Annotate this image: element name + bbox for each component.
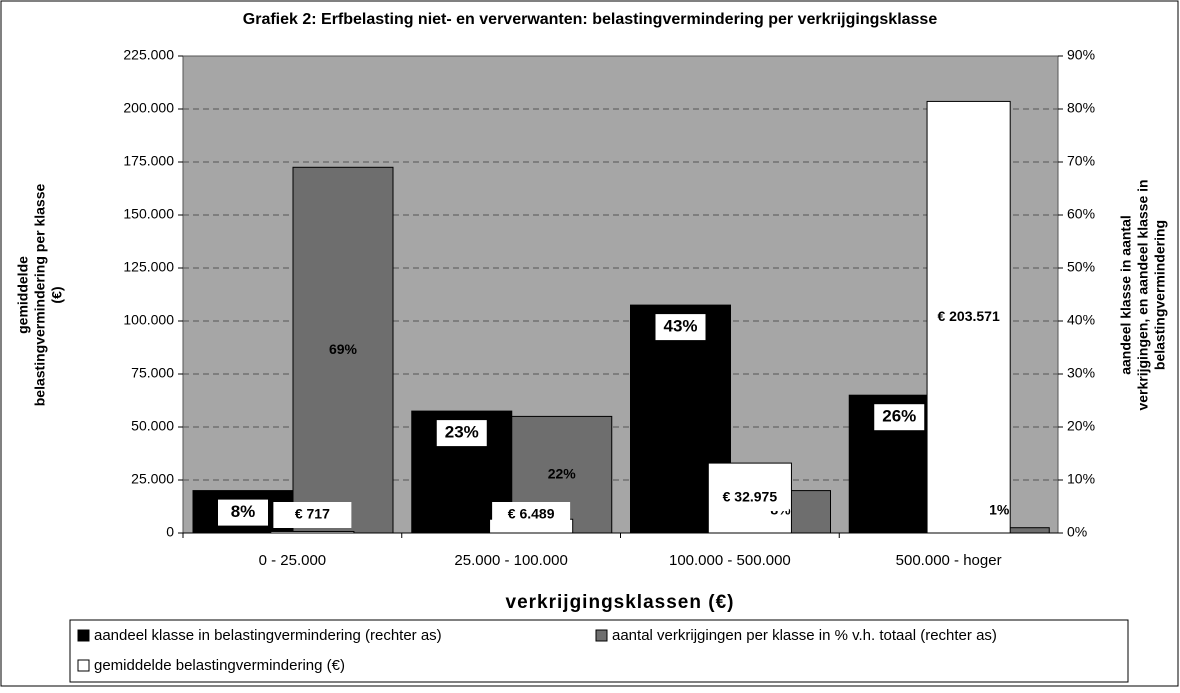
y2-tick-label: 40%: [1067, 312, 1095, 328]
value-label: € 32.975: [723, 489, 778, 505]
y2-tick-label: 20%: [1067, 418, 1095, 434]
y2-axis-title: belastingvermindering: [1152, 220, 1168, 370]
value-label-box: [710, 485, 789, 512]
x-tick-label: 0 - 25.000: [259, 552, 327, 569]
legend-swatch: [77, 629, 90, 642]
value-label-box: [218, 499, 268, 526]
y-tick-label: 100.000: [123, 312, 174, 328]
y-tick-label: 0: [166, 524, 174, 540]
x-tick-label: 500.000 - hoger: [896, 552, 1002, 569]
y2-tick-label: 70%: [1067, 153, 1095, 169]
y-axis-title: gemiddelde: [15, 256, 31, 334]
y2-axis-title: aandeel klasse in aantal: [1118, 215, 1134, 375]
x-tick-label: 100.000 - 500.000: [669, 552, 791, 569]
value-label: € 203.571: [937, 308, 999, 324]
y-tick-label: 75.000: [131, 365, 174, 381]
y-axis-title: (€): [49, 286, 65, 303]
value-label-box: [492, 502, 571, 528]
y2-tick-label: 0%: [1067, 524, 1087, 540]
bar: [270, 530, 355, 534]
legend-swatch: [77, 659, 90, 672]
value-label: 69%: [329, 341, 358, 357]
y2-tick-label: 30%: [1067, 365, 1095, 381]
y-tick-label: 175.000: [123, 153, 174, 169]
y2-tick-label: 10%: [1067, 471, 1095, 487]
y2-tick-label: 90%: [1067, 47, 1095, 63]
y2-tick-label: 80%: [1067, 100, 1095, 116]
value-label: € 6.489: [508, 506, 555, 522]
value-label: 26%: [882, 407, 916, 426]
y2-tick-label: 50%: [1067, 259, 1095, 275]
y-axis-title: belastingvermindering per klasse: [32, 184, 48, 407]
legend-label: aandeel klasse in belastingvermindering …: [94, 627, 442, 644]
y2-axis-title: verkrijgingen, en aandeel klasse in: [1135, 179, 1151, 410]
x-axis-title: verkrijgingsklassen (€): [506, 592, 735, 613]
value-label-box: [436, 420, 487, 447]
chart-title: Grafiek 2: Erfbelasting niet- en ververw…: [243, 11, 938, 28]
value-label-box: [273, 502, 352, 528]
value-label: 1%: [989, 502, 1010, 518]
x-tick-label: 25.000 - 100.000: [454, 552, 567, 569]
value-label: 43%: [663, 317, 697, 336]
legend-label: aantal verkrijgingen per klasse in % v.h…: [612, 627, 997, 644]
y-tick-label: 25.000: [131, 471, 174, 487]
y-tick-label: 200.000: [123, 100, 174, 116]
value-label: € 717: [295, 506, 330, 522]
y2-tick-label: 60%: [1067, 206, 1095, 222]
value-label-box: [874, 404, 925, 431]
legend-label: gemiddelde belastingvermindering (€): [94, 657, 345, 674]
value-label: 23%: [445, 423, 479, 442]
y-tick-label: 50.000: [131, 418, 174, 434]
value-label: 8%: [231, 502, 256, 521]
y-tick-label: 150.000: [123, 206, 174, 222]
y-tick-label: 225.000: [123, 47, 174, 63]
legend-swatch: [595, 629, 608, 642]
bar: [292, 166, 394, 534]
value-label-box: [929, 304, 1008, 331]
value-label: 22%: [548, 465, 577, 481]
y-tick-label: 125.000: [123, 259, 174, 275]
value-label-box: [655, 314, 706, 341]
